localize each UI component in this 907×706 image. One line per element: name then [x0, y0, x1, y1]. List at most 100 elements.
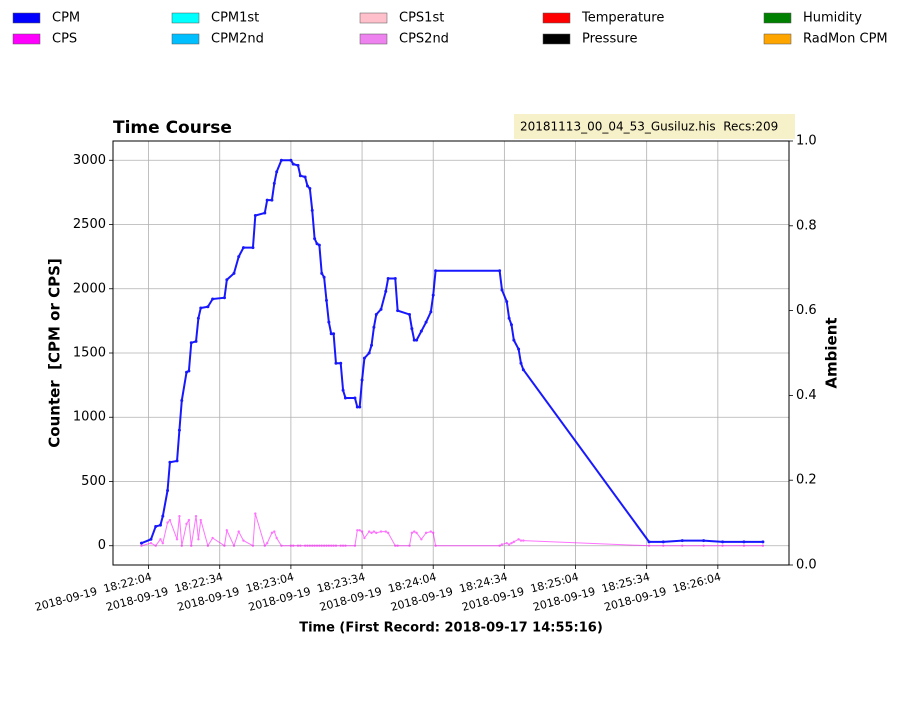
- data-point: [279, 158, 283, 162]
- data-point: [232, 544, 236, 547]
- x-axis-label: Time (First Record: 2018-09-17 14:55:16): [299, 621, 603, 636]
- data-point: [308, 187, 312, 191]
- data-point: [363, 536, 366, 540]
- data-point: [431, 293, 435, 297]
- data-point: [166, 488, 170, 492]
- data-point: [140, 544, 143, 547]
- data-point: [367, 351, 371, 355]
- data-point: [353, 396, 357, 400]
- series-line: [141, 159, 763, 545]
- data-point: [178, 514, 181, 518]
- data-point: [407, 312, 411, 316]
- data-point: [429, 530, 433, 533]
- data-point: [432, 531, 435, 535]
- data-point: [661, 540, 665, 544]
- data-point: [265, 198, 269, 202]
- data-point: [194, 514, 198, 518]
- data-point: [196, 316, 200, 320]
- data-point: [311, 544, 314, 547]
- data-point: [242, 539, 245, 542]
- y-tick-label: 1500: [73, 346, 106, 361]
- data-point: [206, 305, 210, 309]
- legend-swatch: [171, 33, 200, 45]
- data-point: [175, 459, 179, 463]
- data-point: [332, 544, 335, 547]
- data-point: [500, 288, 504, 292]
- legend-swatch: [359, 12, 388, 24]
- data-point: [370, 343, 374, 347]
- data-point: [289, 544, 293, 547]
- data-point: [742, 540, 746, 544]
- data-point: [329, 332, 333, 336]
- data-point: [313, 544, 316, 547]
- y-tick-label: 0: [98, 538, 106, 553]
- series: [139, 158, 765, 545]
- data-point: [194, 339, 198, 343]
- data-point: [296, 544, 300, 547]
- data-point: [237, 530, 240, 533]
- data-point: [434, 544, 437, 547]
- data-point: [180, 544, 183, 547]
- data-point: [386, 276, 390, 280]
- legend-label: RadMon CPM: [803, 32, 888, 47]
- data-point: [680, 539, 684, 543]
- data-point: [332, 332, 336, 336]
- data-point: [241, 246, 245, 250]
- data-point: [512, 540, 516, 544]
- data-point: [517, 538, 520, 541]
- data-point: [424, 531, 428, 535]
- data-point: [420, 538, 423, 541]
- legend-swatch: [763, 12, 792, 24]
- data-point: [702, 544, 705, 547]
- y2-tick-label: 0.4: [796, 388, 817, 403]
- data-point: [330, 544, 333, 547]
- data-point: [289, 158, 293, 162]
- data-point: [509, 323, 513, 327]
- data-point: [681, 544, 684, 547]
- data-point: [159, 538, 162, 541]
- y2-tick-label: 0.8: [796, 218, 817, 233]
- data-point: [253, 214, 257, 218]
- data-point: [187, 369, 191, 373]
- data-point: [315, 242, 319, 246]
- data-point: [519, 361, 523, 365]
- y2-tick-label: 0.6: [796, 303, 817, 318]
- data-point: [396, 544, 399, 547]
- data-point: [358, 529, 361, 532]
- data-point: [154, 544, 157, 547]
- data-point: [303, 175, 307, 179]
- data-point: [344, 544, 347, 547]
- data-point: [415, 531, 418, 535]
- data-point: [299, 544, 302, 547]
- data-point: [721, 540, 725, 544]
- data-point: [410, 327, 414, 331]
- data-point: [379, 307, 383, 311]
- data-point: [325, 544, 328, 547]
- data-point: [761, 540, 765, 544]
- data-point: [356, 529, 359, 532]
- data-point: [384, 289, 388, 293]
- data-point: [702, 539, 706, 543]
- data-point: [393, 276, 397, 280]
- legend-label: CPS: [52, 32, 77, 47]
- y-tick-label: 3000: [73, 153, 106, 168]
- data-point: [237, 255, 241, 259]
- data-point: [360, 530, 364, 533]
- data-point: [275, 536, 278, 540]
- data-point: [199, 518, 202, 522]
- data-point: [362, 356, 366, 360]
- legend-label: Pressure: [582, 32, 638, 47]
- data-point: [367, 530, 371, 533]
- data-point: [310, 208, 314, 212]
- data-point: [662, 544, 665, 547]
- data-point: [322, 275, 326, 279]
- data-point: [251, 544, 255, 547]
- data-point: [211, 536, 214, 540]
- data-point: [324, 298, 328, 302]
- data-point: [303, 544, 307, 547]
- data-point: [225, 278, 229, 282]
- data-point: [379, 530, 383, 533]
- data-point: [280, 544, 283, 547]
- data-point: [166, 521, 169, 524]
- series: [140, 512, 765, 548]
